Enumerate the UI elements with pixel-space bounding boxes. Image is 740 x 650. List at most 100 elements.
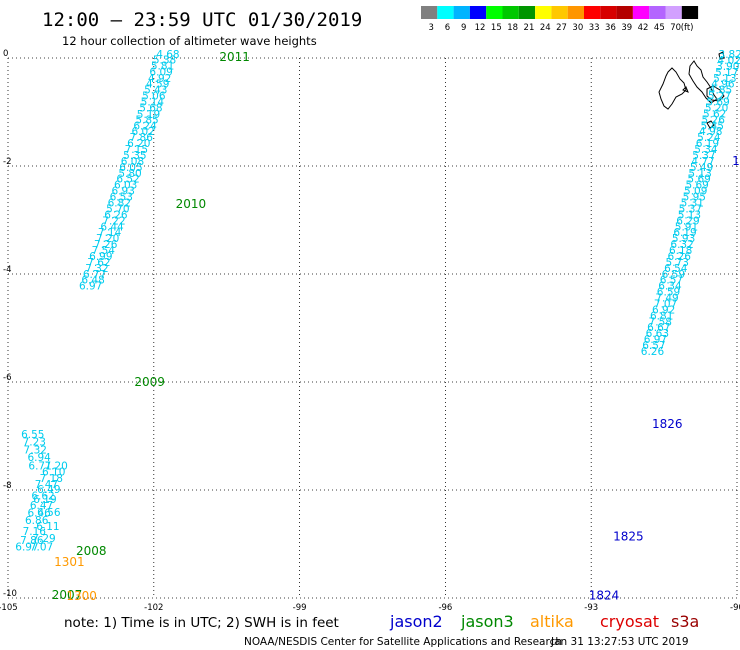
- wave-height-label: 7.86: [20, 535, 44, 547]
- lat-tick-label: -2: [3, 157, 11, 167]
- satellite-name: altika: [530, 612, 574, 631]
- pass-time-label: 1300: [66, 589, 97, 603]
- legend-swatch: [502, 6, 519, 19]
- wave-height-label: 6.46: [27, 507, 51, 519]
- wave-height-label: 4.96: [711, 79, 735, 91]
- generated-timestamp: Jan 31 13:27:53 UTC 2019: [550, 636, 689, 648]
- wave-height-label: 7.20: [96, 233, 119, 245]
- wave-height-label: 5.85: [135, 114, 158, 126]
- wave-height-label: 6.47: [30, 500, 53, 512]
- legend-swatch: [567, 6, 584, 19]
- wave-height-label: 6.57: [642, 340, 665, 352]
- wave-height-label: 6.81: [650, 310, 673, 322]
- wave-height-label: 6.11: [36, 521, 59, 533]
- wave-height-label: 7.16: [23, 526, 47, 538]
- wave-height-label: 7.32: [85, 263, 108, 275]
- wave-height-label: 5.49: [690, 162, 713, 174]
- wave-height-label: 6.09: [149, 66, 172, 78]
- lon-tick-label: -99: [293, 603, 307, 613]
- legend-swatch: [486, 6, 503, 19]
- satellite-name: jason3: [460, 612, 514, 631]
- wave-height-label: 4.85: [709, 85, 732, 97]
- wave-height-label: 6.52: [116, 174, 139, 186]
- wave-height-label: 5.81: [151, 60, 174, 72]
- wave-height-label: 5.91: [675, 221, 698, 233]
- lon-tick-label: -93: [584, 603, 598, 613]
- wave-height-label: 6.63: [646, 328, 669, 340]
- wave-height-label: 5.20: [705, 102, 728, 114]
- wave-height-label: 6.93: [112, 186, 135, 198]
- wave-height-label: 7.14: [98, 227, 122, 239]
- axis-tick-labels: -105 -102 -99 -96 -93 -90 0 -2 -4 -6 -8 -10: [0, 49, 740, 613]
- legend-swatch: [469, 6, 487, 19]
- wave-height-label: 5.70: [106, 203, 129, 215]
- legend-label: 18: [507, 23, 518, 33]
- wave-height-label: 5.13: [688, 168, 711, 180]
- wave-height-label: 6.26: [641, 346, 665, 358]
- pass-time-label: 2011: [219, 50, 250, 64]
- legend-label: 39: [621, 23, 632, 33]
- wave-height-label: 4.77: [691, 156, 714, 168]
- legend-label: 6: [445, 23, 450, 33]
- wave-height-label: 5.69: [706, 97, 729, 109]
- legend-label: 12: [475, 23, 486, 33]
- wave-height-label: 6.97: [644, 334, 667, 346]
- wave-height-label: 7.07: [654, 298, 677, 310]
- wave-height-label: 5.80: [118, 168, 141, 180]
- wave-height-label: 6.32: [670, 239, 693, 251]
- wave-height-label: 7.20: [44, 460, 67, 472]
- legend-unit: (ft): [681, 23, 694, 33]
- satellite-name: s3a: [671, 612, 699, 631]
- legend-label: 70: [670, 23, 681, 33]
- legend-label: 30: [572, 23, 583, 33]
- wave-height-label: 6.02: [131, 126, 154, 138]
- wave-height-label: 5.13: [713, 73, 736, 85]
- wave-height-label: 5.19: [137, 109, 160, 121]
- lat-tick-label: -8: [3, 481, 11, 491]
- wave-height-label: 5.95: [683, 192, 706, 204]
- wave-height-label: 5.31: [681, 198, 704, 210]
- wave-height-label: 6.82: [108, 198, 131, 210]
- wave-height-label: 7.86: [130, 132, 154, 144]
- wave-height-label: 4.59: [146, 79, 169, 91]
- wave-height-label: 6.20: [127, 138, 150, 150]
- wave-height-label: 5.34: [694, 144, 718, 156]
- wave-height-label: 6.77: [83, 269, 106, 281]
- legend-label: 3: [428, 23, 433, 33]
- chart-title: 12:00 – 23:59 UTC 01/30/2019: [42, 9, 362, 31]
- wave-height-label: 5.13: [678, 209, 701, 221]
- wave-height-label: 5.26: [702, 114, 726, 126]
- wave-height-label: 7.58: [649, 316, 672, 328]
- wave-height-label: 7.29: [32, 533, 55, 545]
- wave-height-label: 7.47: [35, 479, 58, 491]
- wave-height-label: 7.49: [655, 293, 678, 305]
- lon-tick-label: -105: [0, 603, 18, 613]
- wave-height-label: 5.35: [123, 150, 146, 162]
- lat-tick-label: 0: [3, 49, 8, 59]
- wave-height-label: 4.98: [699, 126, 722, 138]
- wave-height-label: 6.97: [79, 281, 102, 293]
- wave-height-label: 4.92: [148, 73, 171, 85]
- wave-height-label: 5.09: [684, 186, 707, 198]
- satellite-name: jason2: [389, 612, 443, 631]
- wave-height-label: 6.49: [37, 484, 60, 496]
- legend-swatch: [665, 6, 682, 19]
- legend-swatch: [632, 6, 650, 19]
- units-note: note: 1) Time is in UTC; 2) SWH is in fe…: [64, 615, 339, 631]
- satellite-legend: jason2 jason3 altika cryosat s3a: [389, 612, 699, 631]
- legend-label: 33: [589, 23, 600, 33]
- wave-height-label: 5.69: [685, 180, 708, 192]
- wave-height-label: 4.68: [156, 49, 179, 61]
- wave-height-label: 6.18: [669, 245, 692, 257]
- legend-swatch: [551, 6, 568, 19]
- wave-height-label: 6.19: [696, 138, 719, 150]
- wave-height-label: 6.53: [110, 192, 133, 204]
- wave-height-label: 5.43: [144, 85, 167, 97]
- legend-label: 15: [491, 23, 502, 33]
- legend-swatch: [535, 6, 552, 19]
- legend-swatch: [600, 6, 617, 19]
- wave-height-label: 6.34: [658, 281, 682, 293]
- pass-time-label: 1301: [54, 555, 85, 569]
- wave-height-label: 5.24: [697, 132, 721, 144]
